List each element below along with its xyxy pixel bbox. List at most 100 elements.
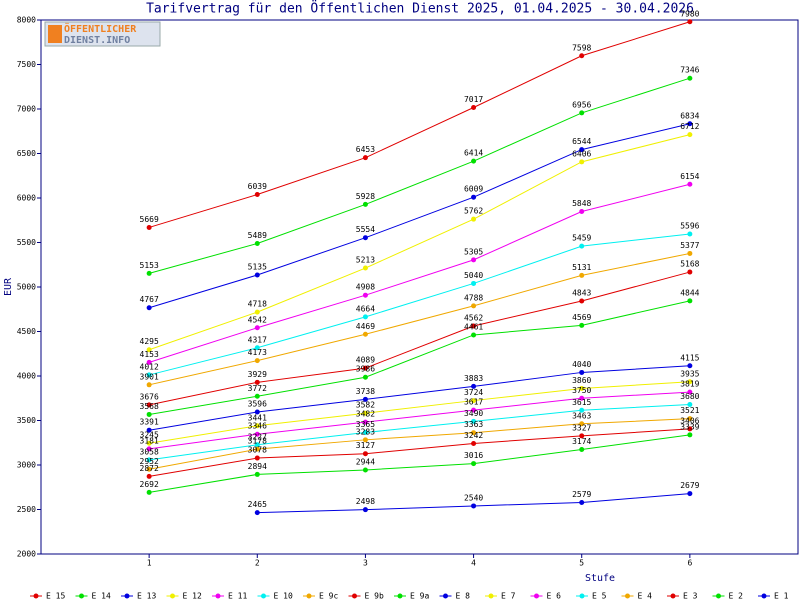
y-tick-label: 4500 [17,327,36,336]
legend-label: E_9a [410,592,429,600]
series: 3181 3346 3482 3617 3750 3819 E_6 [140,380,700,600]
data-label: 2540 [464,493,483,502]
data-label: 6712 [680,122,699,131]
data-label: 4461 [464,322,483,331]
point [146,411,152,417]
data-label: 7017 [464,95,483,104]
data-label: 5554 [356,225,375,234]
series: 3568 3772 3986 4461 4569 4844 E_9a [140,288,700,600]
point [471,323,477,329]
data-label: 3680 [680,392,699,401]
logo-text: DIENST.INFO [64,35,130,46]
legend-marker [306,593,312,599]
data-label: 3327 [572,423,591,432]
legend-label: E_10 [274,592,293,600]
data-label: 6154 [680,172,699,181]
data-label: 4844 [680,288,699,297]
point [146,270,152,276]
point [579,272,585,278]
point [471,216,477,222]
point [579,421,585,427]
point [471,461,477,467]
x-axis-label: Stufe [585,573,615,584]
point [579,147,585,153]
data-label: 3521 [680,406,699,415]
point [471,257,477,263]
legend-marker [579,593,585,599]
legend-marker [534,593,539,599]
point [362,467,368,473]
point [362,451,368,457]
line [149,365,690,431]
legend-marker [397,593,403,599]
point [362,265,368,271]
logo-box [44,21,161,47]
legend-label: E_15 [46,592,65,600]
legend-label: E_2 [729,592,744,600]
series: 5153 5489 5928 6414 6956 7346 E_14 [75,66,700,600]
y-tick-label: 3000 [17,461,36,470]
point [362,507,368,513]
point [362,410,368,416]
data-label: 3482 [356,410,375,419]
x-tick-label: 2 [255,559,260,568]
data-label: 4295 [140,337,159,346]
line [149,252,690,386]
point [579,369,585,375]
point [362,396,368,402]
line [149,381,690,444]
data-label: 3346 [248,422,267,431]
point [146,402,152,408]
data-label: 5762 [464,207,483,216]
line [149,300,690,415]
point [146,305,152,311]
data-label: 3986 [356,365,375,374]
data-label: 3738 [356,387,375,396]
line [149,77,691,274]
data-label: 4469 [356,322,375,331]
legend-label: E_7 [501,592,516,600]
logo-text: ÖFFENTLICHER [64,21,137,35]
point [579,447,585,453]
series: 2692 2894 2944 3016 3174 3339 E_2 [140,422,744,600]
point [146,427,152,433]
data-label: 4115 [680,353,699,362]
y-tick-label: 5500 [17,238,36,247]
point [254,510,260,516]
data-label: 3860 [572,376,591,385]
point [579,110,585,116]
line [148,134,690,351]
line [148,183,690,363]
point [146,446,152,452]
series: 2872 3078 3127 3242 3327 3406 E_3 [140,416,700,600]
legend-marker [170,593,175,599]
point [146,466,152,472]
point [579,298,585,304]
line [149,418,690,470]
data-label: 3582 [356,401,375,410]
point [254,442,260,448]
y-tick-label: 8000 [17,16,36,25]
point [146,473,152,479]
legend-label: E_3 [683,592,698,600]
data-label: 7346 [680,66,699,75]
point [362,235,368,241]
point [254,379,260,385]
data-label: 5489 [248,231,267,240]
data-label: 3929 [248,370,267,379]
line [149,391,690,450]
data-label: 3365 [356,420,375,429]
point [687,181,693,187]
logo-icon [48,25,62,43]
data-label: 4569 [572,313,591,322]
data-label: 3181 [140,436,159,445]
point [579,322,585,328]
point [579,209,585,215]
y-tick-label: 6500 [17,149,36,158]
